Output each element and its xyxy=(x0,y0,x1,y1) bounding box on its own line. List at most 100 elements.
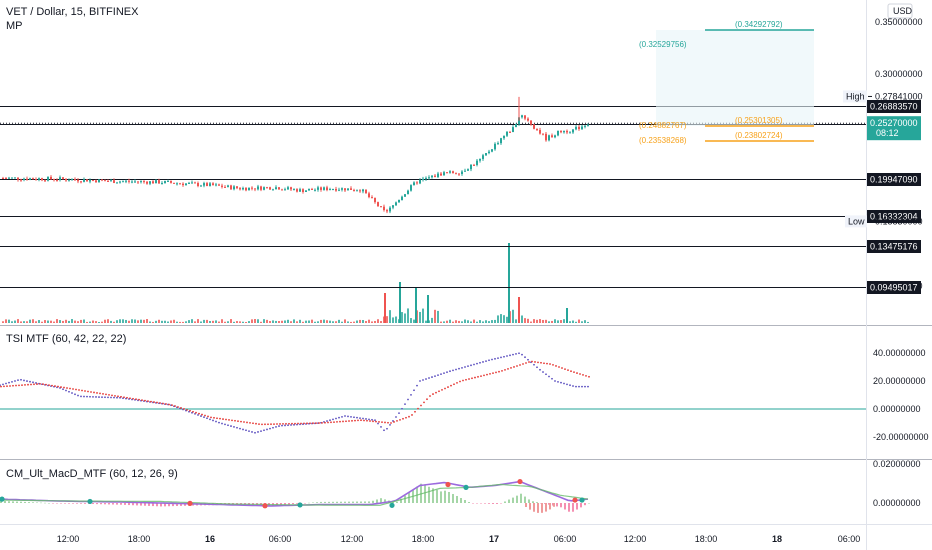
macd-histogram-bar xyxy=(336,501,338,503)
candle-body xyxy=(461,171,463,175)
tsi-slow-point xyxy=(480,375,482,377)
tsi-slow-point xyxy=(417,407,419,410)
level-tag-label: 0.09495017 xyxy=(870,283,918,293)
candle-body xyxy=(254,188,256,190)
candle-body xyxy=(116,182,118,184)
tsi-slow-point xyxy=(207,415,209,418)
tsi-slow-point xyxy=(474,376,476,379)
macd-histogram-bar xyxy=(56,503,58,504)
volume-bar xyxy=(521,315,523,323)
volume-bar xyxy=(224,321,226,323)
tsi-fast-point xyxy=(71,392,73,394)
currency-badge[interactable] xyxy=(887,3,913,19)
macd-histogram-bar xyxy=(24,501,26,503)
volume-bar xyxy=(317,321,319,323)
tsi-slow-point xyxy=(63,386,65,389)
macd-histogram-bar xyxy=(136,503,138,506)
macd-histogram-bar xyxy=(545,503,547,512)
tsi-slow-point xyxy=(81,389,83,392)
candle-body xyxy=(53,179,55,181)
volume-bar xyxy=(233,321,235,323)
tsi-fast-point xyxy=(236,426,238,429)
candle-body xyxy=(353,189,355,191)
macd-histogram-bar xyxy=(368,501,370,503)
tsi-slow-point xyxy=(213,416,215,419)
candle-body xyxy=(236,186,238,189)
tsi-slow-point xyxy=(528,361,530,363)
high-tag xyxy=(843,90,867,103)
tsi-fast-point xyxy=(374,419,376,422)
candle-body xyxy=(80,181,82,183)
candle-body xyxy=(371,197,373,199)
tsi-fast-point xyxy=(254,431,256,434)
tsi-slow-point xyxy=(273,423,275,425)
tsi-fast-point xyxy=(566,383,568,386)
tsi-slow-point xyxy=(366,419,368,422)
candle-body xyxy=(398,199,400,203)
candle-body xyxy=(524,115,526,119)
volume-bar xyxy=(440,321,442,323)
volume-bar xyxy=(248,321,250,323)
macd-histogram-bar xyxy=(180,503,182,506)
tsi-slow-point xyxy=(345,420,347,423)
macd-histogram-bar xyxy=(529,503,531,510)
tsi-slow-point xyxy=(585,374,587,377)
macd-histogram-bar xyxy=(308,502,310,504)
cross-marker xyxy=(87,498,93,505)
candle-body xyxy=(83,179,85,182)
tsi-slow-point xyxy=(567,369,569,372)
tsi-slow-point xyxy=(519,364,521,366)
volume-bar xyxy=(38,320,40,323)
volume-bar xyxy=(128,320,130,323)
tsi-slow-point xyxy=(168,403,170,406)
candle-body xyxy=(500,138,502,144)
tsi-slow-point xyxy=(375,420,377,423)
tsi-slow-point xyxy=(156,401,158,404)
volume-bar xyxy=(347,321,349,323)
level-tag-label: 0.19947090 xyxy=(870,175,918,185)
volume-bar xyxy=(140,319,142,323)
tsi-fast-point xyxy=(539,368,541,371)
tsi-slow-point xyxy=(384,421,386,424)
tsi-fast-point xyxy=(62,388,64,391)
tsi-fast-point xyxy=(278,425,280,427)
tsi-slow-point xyxy=(291,422,293,425)
volume-bar xyxy=(122,319,124,323)
volume-bar xyxy=(62,320,64,323)
tsi-slow-point xyxy=(450,384,452,387)
candle-body xyxy=(305,190,307,192)
candle-body xyxy=(416,182,418,184)
volume-bar xyxy=(359,319,361,323)
candle-body xyxy=(95,180,97,183)
volume-bar xyxy=(530,321,532,323)
tsi-slow-point xyxy=(261,423,263,426)
volume-bar xyxy=(443,321,445,323)
candle-body xyxy=(587,124,589,126)
volume-bar xyxy=(119,319,121,323)
tsi-slow-point xyxy=(180,407,182,409)
tsi-fast-point xyxy=(32,381,34,384)
candle-body xyxy=(509,131,511,133)
tsi-slow-point xyxy=(24,384,26,386)
tsi-slow-point xyxy=(183,407,185,410)
tsi-fast-point xyxy=(536,366,538,369)
tsi-slow-point xyxy=(105,393,107,396)
tsi-slow-point xyxy=(423,401,425,404)
candle-body xyxy=(317,187,319,190)
tsi-slow-point xyxy=(45,383,47,386)
volume-bar xyxy=(86,321,88,323)
tsi-slow-point xyxy=(456,381,458,384)
volume-bar xyxy=(170,320,172,323)
volume-bar xyxy=(434,309,436,323)
volume-bar xyxy=(29,319,31,323)
macd-histogram-bar xyxy=(144,503,146,506)
candle-body xyxy=(356,190,358,192)
tsi-fast-point xyxy=(272,426,274,429)
tsi-fast-point xyxy=(347,415,349,418)
candle-body xyxy=(278,187,280,190)
volume-bar xyxy=(365,321,367,323)
tsi-slow-point xyxy=(453,383,455,386)
tsi-fast-point xyxy=(95,396,97,398)
candle-body xyxy=(548,135,550,141)
tsi-fast-point xyxy=(68,390,70,393)
